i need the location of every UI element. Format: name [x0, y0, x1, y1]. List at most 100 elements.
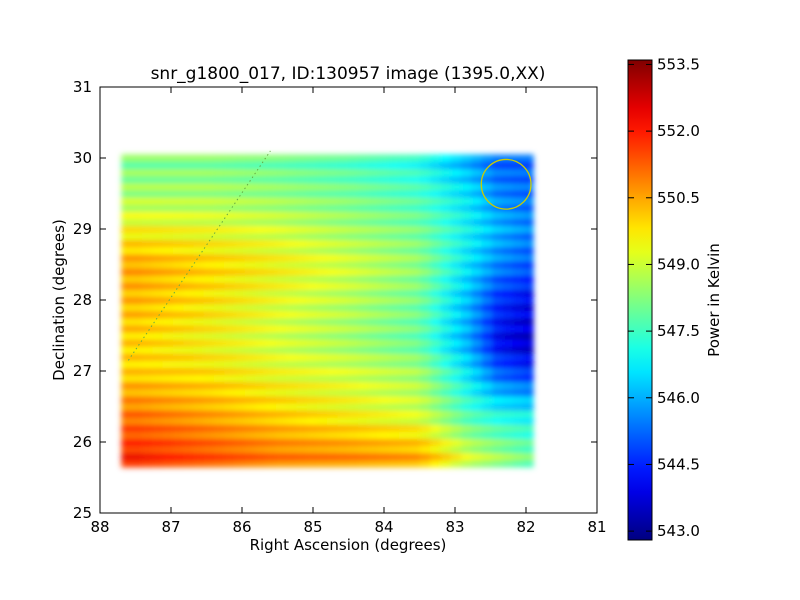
heatmap-cell — [378, 388, 390, 397]
heatmap-cell — [399, 417, 411, 425]
heatmap-cell — [399, 268, 411, 276]
heatmap-cell — [347, 260, 359, 269]
heatmap-cell — [347, 182, 359, 191]
heatmap-cell — [378, 161, 390, 170]
heatmap-cell — [306, 388, 318, 397]
heatmap-cell — [512, 424, 524, 432]
heatmap-cell — [450, 303, 462, 312]
heatmap-cell — [368, 253, 380, 262]
heatmap-cell — [316, 331, 328, 340]
heatmap-cell — [131, 211, 143, 219]
heatmap-cell — [481, 296, 493, 305]
colorbar-tick-label: 549.0 — [657, 255, 700, 273]
colorbar — [627, 59, 653, 541]
heatmap-cell — [502, 282, 514, 290]
heatmap-cell — [461, 204, 472, 212]
heatmap-cell — [255, 353, 267, 361]
heatmap-cell — [430, 204, 442, 212]
heatmap-cell — [440, 154, 452, 163]
heatmap-cell — [296, 438, 308, 447]
heatmap-cell — [512, 324, 524, 333]
heatmap-cell — [234, 168, 246, 177]
heatmap-cell — [419, 381, 431, 390]
heatmap-cell — [213, 197, 225, 205]
heatmap-cell — [399, 154, 411, 163]
x-axis-label: Right Ascension (degrees) — [250, 536, 447, 554]
heatmap-cell — [265, 268, 277, 276]
heatmap-cell — [183, 303, 194, 312]
heatmap-cell — [286, 381, 297, 390]
heatmap-cell — [244, 417, 256, 425]
heatmap-cell — [522, 402, 534, 411]
heatmap-cell — [440, 168, 452, 177]
heatmap-cell — [234, 346, 246, 354]
heatmap-cell — [193, 310, 205, 319]
heatmap-cell — [255, 388, 267, 397]
heatmap-cell — [121, 296, 133, 305]
heatmap-cell — [358, 197, 369, 205]
heatmap-cell — [296, 175, 308, 184]
heatmap-cell — [522, 324, 534, 333]
heatmap-cell — [378, 253, 390, 262]
heatmap-cell — [481, 204, 493, 212]
heatmap-cell — [172, 452, 184, 461]
heatmap-cell — [461, 154, 472, 163]
heatmap-cell — [255, 168, 267, 177]
heatmap-cell — [368, 275, 380, 283]
heatmap-cell — [265, 211, 277, 219]
heatmap-cell — [213, 459, 225, 468]
heatmap-cell — [316, 197, 328, 205]
heatmap-cell — [193, 452, 205, 461]
heatmap-cell — [275, 424, 287, 432]
heatmap-cell — [358, 310, 369, 319]
heatmap-cell — [337, 339, 349, 347]
heatmap-cell — [286, 417, 297, 425]
heatmap-cell — [440, 239, 452, 248]
heatmap-cell — [234, 360, 246, 369]
heatmap-cell — [419, 459, 431, 468]
heatmap-cell — [502, 339, 514, 347]
heatmap-cell — [471, 246, 483, 255]
heatmap-cell — [234, 232, 246, 241]
heatmap-cell — [378, 417, 390, 425]
heatmap-cell — [502, 296, 514, 305]
heatmap-cell — [409, 189, 421, 198]
heatmap-cell — [337, 438, 349, 447]
heatmap-cell — [368, 182, 380, 191]
heatmap-cell — [440, 310, 452, 319]
heatmap-cell — [347, 388, 359, 397]
heatmap-cell — [327, 239, 339, 248]
heatmap-cell — [347, 459, 359, 468]
x-tick-label: 81 — [587, 518, 606, 536]
heatmap-cell — [172, 275, 184, 283]
heatmap-cell — [399, 353, 411, 361]
heatmap-cell — [368, 459, 380, 468]
heatmap-cell — [141, 303, 153, 312]
heatmap-cell — [265, 431, 277, 440]
heatmap-cell — [461, 410, 472, 418]
heatmap-cell — [234, 260, 246, 269]
heatmap-cell — [172, 218, 184, 227]
heatmap-cell — [193, 260, 205, 269]
heatmap-cell — [522, 360, 534, 369]
heatmap-cell — [368, 445, 380, 454]
heatmap-cell — [502, 268, 514, 276]
heatmap-cell — [224, 417, 236, 425]
heatmap-cell — [440, 296, 452, 305]
heatmap-cell — [368, 154, 380, 163]
heatmap-cell — [419, 310, 431, 319]
heatmap-cell — [213, 417, 225, 425]
heatmap-cell — [358, 445, 369, 454]
heatmap-cell — [409, 175, 421, 184]
heatmap-cell — [440, 360, 452, 369]
heatmap-cell — [347, 296, 359, 305]
heatmap-cell — [419, 289, 431, 298]
heatmap-cell — [481, 182, 493, 191]
heatmap-cell — [193, 360, 205, 369]
heatmap-cell — [141, 197, 153, 205]
heatmap-cell — [152, 239, 164, 248]
x-tick-label: 85 — [303, 518, 322, 536]
heatmap-cell — [265, 246, 277, 255]
heatmap-cell — [183, 445, 194, 454]
heatmap-cell — [203, 189, 215, 198]
